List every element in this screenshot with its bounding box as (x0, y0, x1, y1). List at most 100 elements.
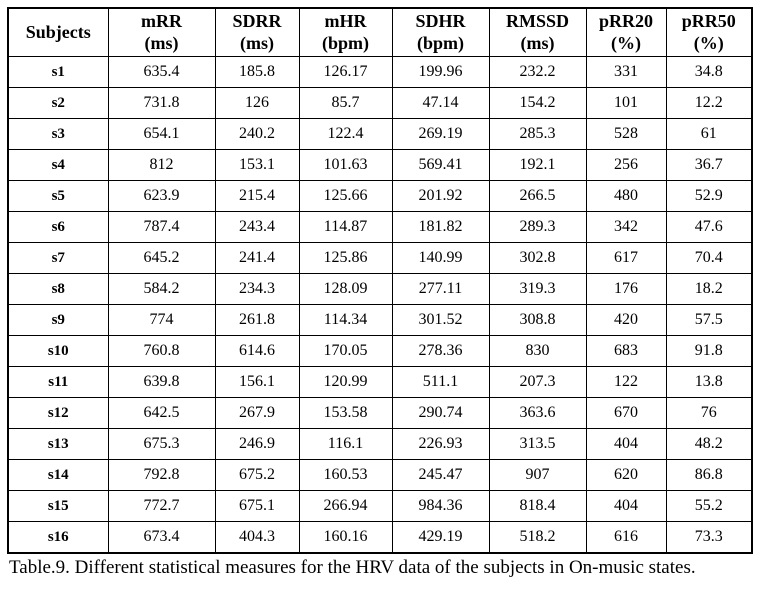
column-header-prr20: pRR20 (%) (585, 7, 667, 57)
subject-cell: s5 (7, 180, 109, 212)
value-cell: 645.2 (107, 242, 216, 274)
table-body: s1 635.4 185.8 126.17 199.96 232.2 331 34.8 s2 73… (7, 56, 753, 554)
value-cell: 277.11 (391, 273, 490, 305)
subject-cell: s3 (7, 118, 109, 150)
value-cell: 76 (665, 397, 753, 429)
value-cell: 429.19 (391, 521, 490, 554)
value-cell: 308.8 (488, 304, 587, 336)
value-cell: 812 (107, 149, 216, 181)
value-cell: 101.63 (298, 149, 393, 181)
column-header-unit: (ms) (144, 32, 179, 53)
column-header-label: RMSSD (505, 11, 569, 32)
value-cell: 122.4 (298, 118, 393, 150)
value-cell: 511.1 (391, 366, 490, 398)
column-header-subjects: Subjects (7, 7, 109, 57)
value-cell: 269.19 (391, 118, 490, 150)
value-cell: 153.58 (298, 397, 393, 429)
value-cell: 639.8 (107, 366, 216, 398)
value-cell: 170.05 (298, 335, 393, 367)
value-cell: 140.99 (391, 242, 490, 274)
subject-cell: s14 (7, 459, 109, 491)
value-cell: 480 (585, 180, 667, 212)
table-row: s12 642.5 267.9 153.58 290.74 363.6 670 76 (7, 397, 753, 429)
value-cell: 313.5 (488, 428, 587, 460)
table-row: s9 774 261.8 114.34 301.52 308.8 420 57.5 (7, 304, 753, 336)
value-cell: 984.36 (391, 490, 490, 522)
value-cell: 12.2 (665, 87, 753, 119)
column-header-unit: (bpm) (321, 32, 369, 53)
column-header-unit: (bpm) (416, 32, 464, 53)
subject-cell: s8 (7, 273, 109, 305)
column-header-unit: (ms) (520, 32, 555, 53)
value-cell: 13.8 (665, 366, 753, 398)
value-cell: 153.1 (214, 149, 300, 181)
value-cell: 616 (585, 521, 667, 554)
table-row: s15 772.7 675.1 266.94 984.36 818.4 404 55.2 (7, 490, 753, 522)
column-header-label: pRR20 (598, 11, 653, 32)
value-cell: 731.8 (107, 87, 216, 119)
value-cell: 518.2 (488, 521, 587, 554)
value-cell: 91.8 (665, 335, 753, 367)
value-cell: 207.3 (488, 366, 587, 398)
value-cell: 675.2 (214, 459, 300, 491)
value-cell: 319.3 (488, 273, 587, 305)
value-cell: 331 (585, 56, 667, 88)
value-cell: 266.94 (298, 490, 393, 522)
value-cell: 404 (585, 428, 667, 460)
value-cell: 774 (107, 304, 216, 336)
value-cell: 404 (585, 490, 667, 522)
column-header-unit: (%) (611, 32, 641, 53)
value-cell: 245.47 (391, 459, 490, 491)
column-header-label: SDHR (415, 11, 466, 32)
table-row: s1 635.4 185.8 126.17 199.96 232.2 331 34.8 (7, 56, 753, 88)
value-cell: 256 (585, 149, 667, 181)
table-row: s11 639.8 156.1 120.99 511.1 207.3 122 13.8 (7, 366, 753, 398)
value-cell: 85.7 (298, 87, 393, 119)
value-cell: 234.3 (214, 273, 300, 305)
value-cell: 120.99 (298, 366, 393, 398)
value-cell: 160.53 (298, 459, 393, 491)
value-cell: 614.6 (214, 335, 300, 367)
value-cell: 215.4 (214, 180, 300, 212)
value-cell: 617 (585, 242, 667, 274)
subject-cell: s2 (7, 87, 109, 119)
subject-cell: s6 (7, 211, 109, 243)
value-cell: 289.3 (488, 211, 587, 243)
value-cell: 18.2 (665, 273, 753, 305)
table-row: s2 731.8 126 85.7 47.14 154.2 101 12.2 (7, 87, 753, 119)
value-cell: 772.7 (107, 490, 216, 522)
value-cell: 675.1 (214, 490, 300, 522)
value-cell: 226.93 (391, 428, 490, 460)
value-cell: 125.66 (298, 180, 393, 212)
table-row: s13 675.3 246.9 116.1 226.93 313.5 404 48.2 (7, 428, 753, 460)
value-cell: 48.2 (665, 428, 753, 460)
value-cell: 302.8 (488, 242, 587, 274)
value-cell: 792.8 (107, 459, 216, 491)
value-cell: 569.41 (391, 149, 490, 181)
value-cell: 154.2 (488, 87, 587, 119)
table-row: s6 787.4 243.4 114.87 181.82 289.3 342 47.6 (7, 211, 753, 243)
value-cell: 267.9 (214, 397, 300, 429)
value-cell: 675.3 (107, 428, 216, 460)
table-caption: Table.9. Different statistical measures … (9, 557, 696, 578)
value-cell: 126.17 (298, 56, 393, 88)
subject-cell: s13 (7, 428, 109, 460)
value-cell: 181.82 (391, 211, 490, 243)
value-cell: 241.4 (214, 242, 300, 274)
value-cell: 126 (214, 87, 300, 119)
value-cell: 101 (585, 87, 667, 119)
value-cell: 86.8 (665, 459, 753, 491)
value-cell: 192.1 (488, 149, 587, 181)
table-row: s4 812 153.1 101.63 569.41 192.1 256 36.7 (7, 149, 753, 181)
value-cell: 70.4 (665, 242, 753, 274)
value-cell: 420 (585, 304, 667, 336)
subject-cell: s15 (7, 490, 109, 522)
subject-cell: s9 (7, 304, 109, 336)
column-header-label: mHR (324, 11, 367, 32)
value-cell: 620 (585, 459, 667, 491)
column-header-unit: (%) (693, 32, 724, 53)
value-cell: 232.2 (488, 56, 587, 88)
subject-cell: s4 (7, 149, 109, 181)
value-cell: 176 (585, 273, 667, 305)
value-cell: 243.4 (214, 211, 300, 243)
